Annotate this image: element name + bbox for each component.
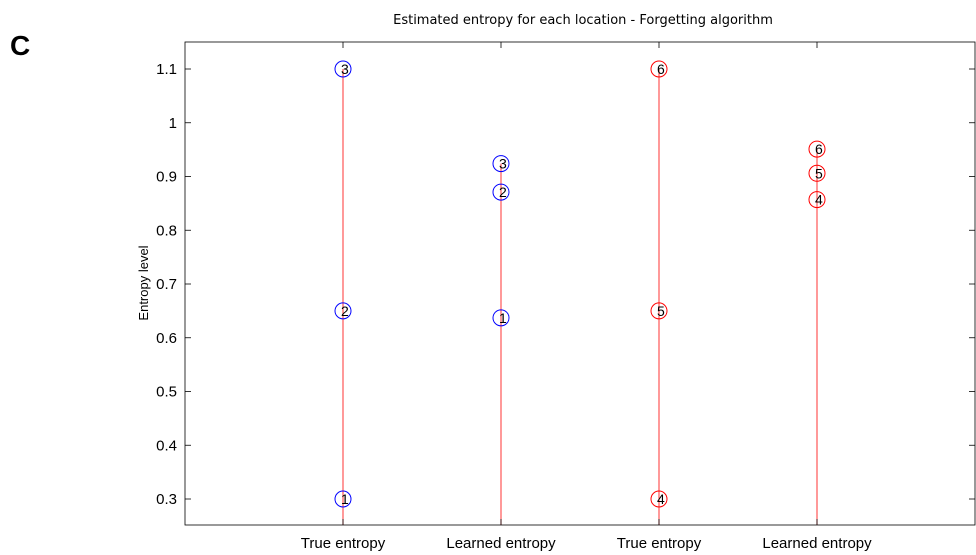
panel-letter: C	[10, 30, 30, 61]
x-tick-label: True entropy	[617, 535, 702, 552]
data-point-label: 2	[341, 303, 349, 319]
data-point-label: 5	[815, 165, 823, 181]
data-point-label: 3	[499, 156, 507, 172]
data-point-marker	[334, 60, 352, 78]
data-point-label: 2	[499, 184, 507, 200]
data-point-marker	[334, 302, 352, 320]
data-point-marker	[650, 490, 668, 508]
data-point-marker	[492, 309, 510, 327]
x-tick-label: Learned entropy	[446, 535, 556, 552]
data-point-marker	[808, 164, 826, 182]
data-point-label: 1	[341, 491, 349, 507]
y-tick-label: 0.8	[156, 222, 177, 239]
data-point-label: 3	[341, 61, 349, 77]
data-point-label: 4	[815, 192, 823, 208]
y-tick-label: 0.4	[156, 437, 177, 454]
y-tick-label: 0.5	[156, 384, 177, 401]
y-axis-label: Entropy level	[136, 245, 151, 320]
y-tick-label: 1	[169, 115, 177, 132]
y-axis-ticks: 0.3 0.4 0.5 0.6 0.7 0.8 0.9 1 1.1	[156, 61, 975, 508]
data-point-label: 1	[499, 310, 507, 326]
y-tick-label: 0.3	[156, 491, 177, 508]
data-point-label: 6	[657, 61, 665, 77]
data-point-marker	[808, 140, 826, 158]
data-point-marker	[334, 490, 352, 508]
data-points: 1 2 3 1 2 3 4 5 6 4 5 6	[334, 60, 826, 508]
data-point-marker	[808, 191, 826, 209]
data-point-marker	[650, 60, 668, 78]
y-tick-label: 0.7	[156, 276, 177, 293]
data-point-marker	[492, 155, 510, 173]
y-tick-label: 0.9	[156, 169, 177, 186]
data-point-marker	[492, 183, 510, 201]
x-tick-label: Learned entropy	[762, 535, 872, 552]
y-tick-label: 0.6	[156, 330, 177, 347]
y-tick-label: 1.1	[156, 61, 177, 78]
plot-frame	[184, 41, 976, 526]
stems	[342, 69, 818, 525]
data-point-label: 6	[815, 141, 823, 157]
x-axis-ticks: True entropy Learned entropy True entropy L…	[301, 42, 872, 552]
x-tick-label: True entropy	[301, 535, 386, 552]
chart-title: Estimated entropy for each location - Fo…	[393, 13, 773, 28]
data-point-label: 5	[657, 303, 665, 319]
data-point-label: 4	[657, 491, 665, 507]
data-point-marker	[650, 302, 668, 320]
